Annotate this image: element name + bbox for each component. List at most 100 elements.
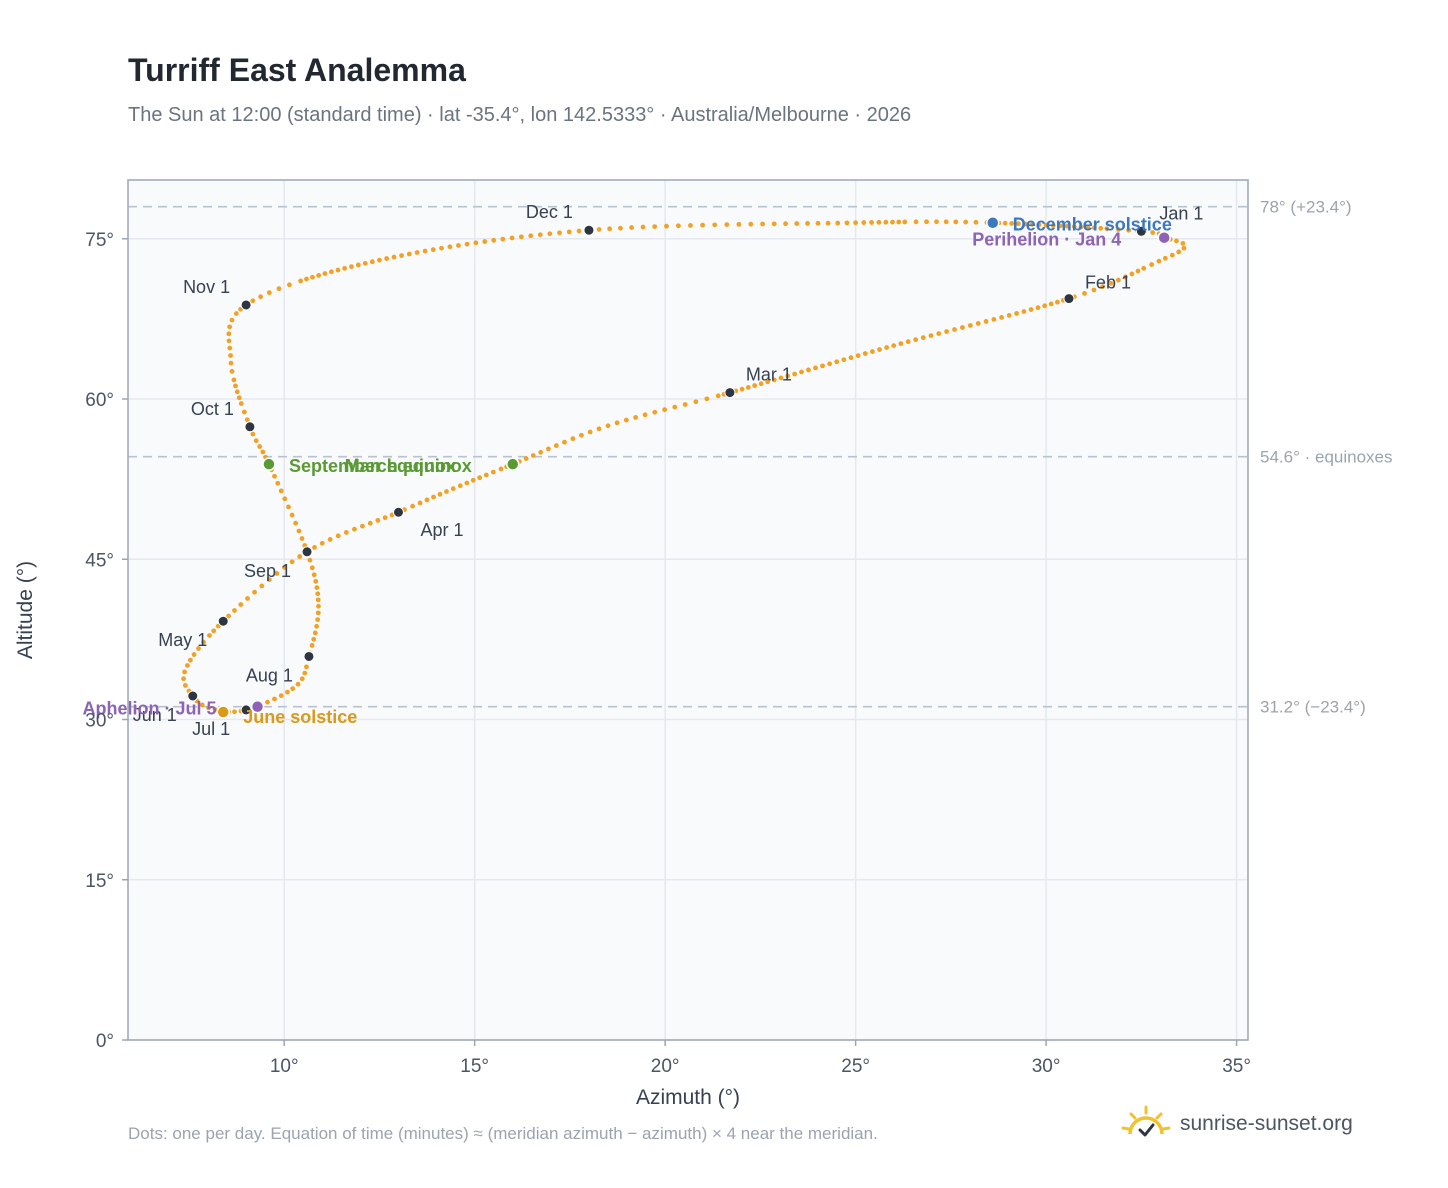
day-dot	[244, 417, 250, 423]
day-dot	[316, 272, 322, 278]
chart-title: Turriff East Analemma	[128, 52, 466, 88]
day-dot	[319, 540, 325, 546]
reference-line-label: 78° (+23.4°)	[1260, 198, 1352, 217]
day-dot	[1180, 240, 1186, 246]
day-dot	[1104, 226, 1110, 232]
day-dot	[815, 220, 821, 226]
day-dot	[876, 219, 882, 225]
day-dot	[676, 223, 681, 229]
day-dot	[1129, 271, 1135, 277]
day-dot	[307, 557, 313, 563]
day-dot	[309, 565, 315, 571]
day-dot	[1021, 309, 1027, 314]
day-dot	[226, 331, 232, 337]
day-dot	[259, 583, 265, 589]
day-dot	[191, 652, 197, 657]
day-dot	[500, 236, 506, 242]
day-dot	[457, 483, 463, 489]
day-dot	[182, 683, 188, 688]
day-dot	[1028, 307, 1034, 312]
y-axis-ticks: 0° 15° 30° 45° 60° 75°	[85, 230, 128, 1052]
day-dot	[870, 349, 875, 354]
day-dot	[1057, 223, 1063, 229]
day-dot	[1181, 245, 1187, 251]
day-dot	[444, 489, 449, 494]
day-dot	[287, 282, 292, 288]
month-label: Aug 1	[246, 665, 293, 685]
month-marker	[303, 650, 315, 662]
day-dot	[282, 496, 288, 502]
day-dot	[290, 686, 296, 692]
day-dot	[245, 596, 250, 601]
y-tick-label: 75°	[85, 230, 114, 251]
day-dot	[785, 373, 791, 379]
day-dot	[298, 278, 304, 284]
day-dot	[1009, 221, 1015, 226]
brand-logo: sunrise-sunset.org	[1120, 1102, 1353, 1146]
day-dot	[289, 559, 295, 565]
day-dot	[464, 241, 470, 247]
day-dot	[275, 480, 281, 486]
day-dot	[482, 239, 488, 244]
day-dot	[913, 337, 919, 343]
day-dot	[891, 343, 897, 348]
day-dot	[1015, 221, 1021, 227]
y-tick-label: 0°	[96, 1031, 114, 1052]
day-dot	[1085, 225, 1091, 230]
day-dot	[765, 379, 771, 385]
day-dot	[999, 315, 1004, 320]
event-label: Perihelion · Jan 4	[972, 230, 1121, 250]
day-dot	[312, 630, 318, 636]
event-label: June solstice	[243, 707, 357, 727]
day-dot	[272, 473, 277, 479]
day-dot	[596, 227, 602, 232]
day-dot	[439, 245, 444, 251]
day-dot	[226, 613, 231, 619]
day-dot	[265, 699, 270, 705]
y-tick-label: 30°	[85, 711, 114, 732]
day-dot	[327, 537, 333, 542]
day-dot	[236, 395, 242, 401]
day-dot	[1141, 265, 1147, 271]
x-tick-label: 10°	[270, 1056, 299, 1077]
day-dot	[258, 294, 264, 300]
month-label: Apr 1	[420, 520, 463, 540]
day-dot	[861, 220, 867, 225]
day-dot	[315, 617, 321, 622]
day-dot	[491, 237, 497, 243]
month-marker	[217, 615, 229, 627]
day-dot	[286, 504, 291, 510]
day-dot	[1082, 290, 1087, 296]
day-dot	[794, 221, 800, 226]
day-dot	[1022, 221, 1028, 227]
day-dot	[1091, 225, 1097, 231]
day-dot	[920, 335, 926, 341]
day-dot	[483, 472, 489, 478]
day-dot	[1071, 224, 1077, 230]
y-axis-title: Altitude (°)	[14, 561, 37, 659]
day-dot	[329, 269, 334, 275]
day-dot	[771, 377, 777, 383]
day-dot	[792, 371, 798, 377]
day-dot	[355, 262, 361, 268]
day-dot	[450, 486, 456, 492]
day-dot	[991, 317, 997, 322]
x-axis-ticks: 10° 15° 20° 25° 30° 35°	[270, 1040, 1251, 1077]
day-dot	[311, 636, 317, 642]
day-dot	[295, 681, 301, 687]
day-dot	[232, 709, 237, 715]
day-dot	[1126, 227, 1132, 233]
day-dot	[827, 361, 833, 367]
month-marker	[301, 546, 313, 558]
day-dot	[1115, 277, 1121, 283]
day-dot	[233, 311, 239, 316]
footer-note: Dots: one per day. Equation of time (min…	[128, 1124, 878, 1143]
day-dot	[570, 436, 576, 442]
day-dot	[896, 219, 902, 225]
day-dot	[233, 383, 238, 389]
day-dot	[464, 480, 470, 486]
day-dot	[1108, 280, 1114, 286]
day-dot	[314, 623, 320, 629]
month-label: May 1	[158, 630, 207, 650]
day-dot	[362, 260, 368, 266]
